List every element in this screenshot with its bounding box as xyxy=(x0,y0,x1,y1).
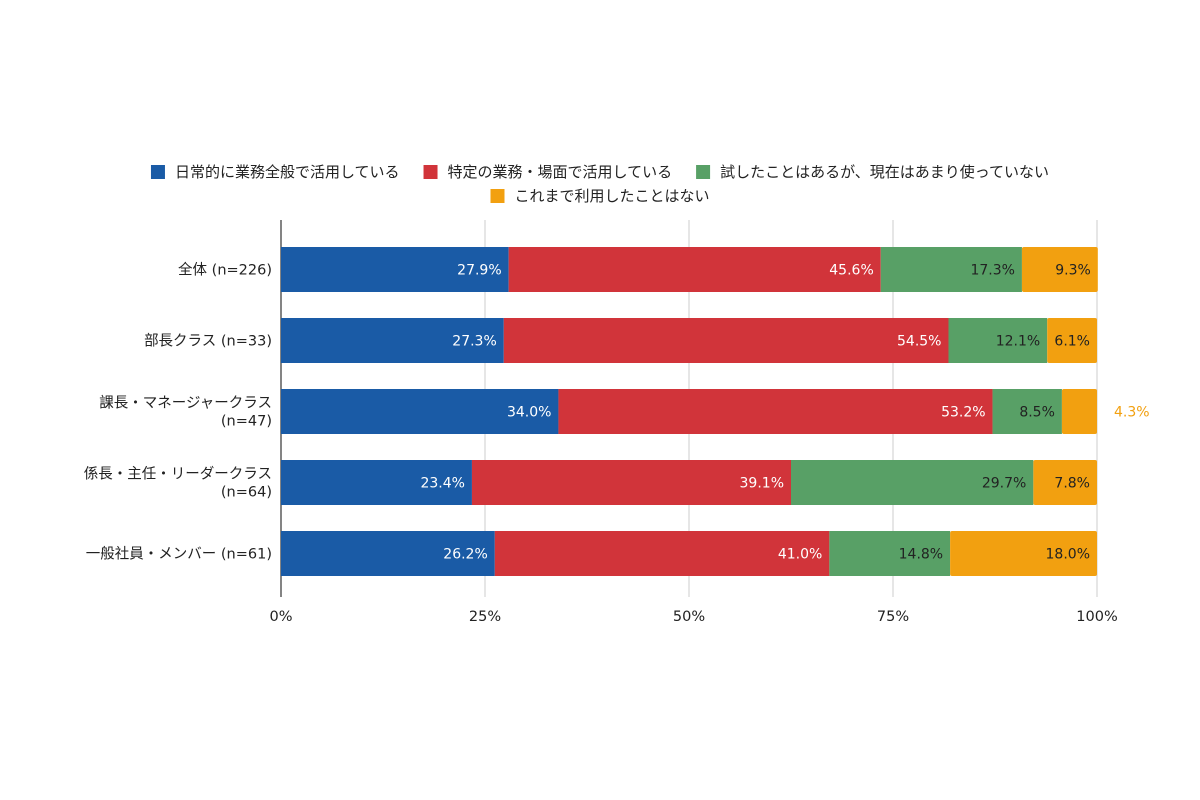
x-tick-label: 100% xyxy=(1076,609,1117,625)
bar-value-label: 23.4% xyxy=(420,476,464,492)
bar-value-label: 9.3% xyxy=(1055,263,1091,279)
bar-value-label: 12.1% xyxy=(996,334,1040,350)
category-label: 課長・マネージャークラス xyxy=(99,395,272,412)
bar-segment xyxy=(880,247,1022,292)
bar-value-label: 34.0% xyxy=(507,405,551,421)
x-tick-label: 75% xyxy=(877,609,909,625)
bar-segment xyxy=(948,318,1048,363)
bar-value-label: 7.8% xyxy=(1054,476,1090,492)
bar-value-label: 18.0% xyxy=(1046,547,1090,563)
legend-swatch xyxy=(150,165,165,179)
bar-segment xyxy=(281,460,472,505)
bar-segment xyxy=(503,318,949,363)
bars: 27.9% 45.6% 17.3% 9.3% 27.3% 54.5% 12.1% 6.1% 34… xyxy=(281,247,1150,576)
legend-swatch xyxy=(696,165,711,179)
bar-segment xyxy=(494,531,830,576)
legend: 日常的に業務全般で活用している 特定の業務・場面で活用している 試したことはあるが、… xyxy=(150,163,1049,205)
bar-value-label: 26.2% xyxy=(443,547,487,563)
bar-value-label: 53.2% xyxy=(941,405,985,421)
bar-segment xyxy=(471,460,791,505)
x-tick-label: 50% xyxy=(673,609,705,625)
bar-segment xyxy=(281,389,559,434)
bar-value-label: 8.5% xyxy=(1019,405,1055,421)
category-label: 全体 (n=226) xyxy=(178,261,272,279)
bar-segment xyxy=(1061,389,1097,434)
bar-segment xyxy=(1021,247,1098,292)
bar-segment xyxy=(558,389,993,434)
bar-segment xyxy=(1033,460,1097,505)
bar-value-label: 4.3% xyxy=(1114,405,1150,421)
category-label: 一般社員・メンバー (n=61) xyxy=(86,546,272,563)
legend-label: 特定の業務・場面で活用している xyxy=(448,163,673,181)
category-label: (n=47) xyxy=(221,414,272,430)
x-tick-label: 0% xyxy=(269,609,292,625)
bar-segment xyxy=(281,531,495,576)
x-tick-label: 25% xyxy=(469,609,501,625)
bar-segment xyxy=(829,531,951,576)
bar-value-label: 41.0% xyxy=(778,547,822,563)
bar-segment xyxy=(950,531,1097,576)
bar-segment xyxy=(992,389,1062,434)
bar-value-label: 27.3% xyxy=(452,334,496,350)
bar-segment xyxy=(791,460,1034,505)
category-label: 部長クラス (n=33) xyxy=(144,333,272,350)
bar-value-label: 39.1% xyxy=(740,476,784,492)
bar-value-label: 14.8% xyxy=(899,547,943,563)
legend-label: 日常的に業務全般で活用している xyxy=(175,163,400,181)
bar-value-label: 6.1% xyxy=(1054,334,1090,350)
bar-segment xyxy=(281,247,509,292)
category-label: (n=64) xyxy=(221,485,272,501)
legend-swatch xyxy=(423,165,438,179)
legend-swatch xyxy=(490,189,505,203)
category-labels: 全体 (n=226) 部長クラス (n=33) 課長・マネージャークラス (n=47)… xyxy=(84,261,272,563)
bar-segment xyxy=(1047,318,1097,363)
bar-value-label: 45.6% xyxy=(829,263,873,279)
x-axis-ticks: 0% 25% 50% 75% 100% xyxy=(269,609,1117,625)
bar-segment xyxy=(508,247,881,292)
bar-value-label: 27.9% xyxy=(457,263,501,279)
bar-value-label: 29.7% xyxy=(982,476,1026,492)
legend-label: 試したことはあるが、現在はあまり使っていない xyxy=(720,163,1049,181)
bar-segment xyxy=(281,318,504,363)
category-label: 係長・主任・リーダークラス xyxy=(84,466,272,483)
bar-value-label: 17.3% xyxy=(970,263,1014,279)
legend-label: これまで利用したことはない xyxy=(514,187,709,205)
bar-value-label: 54.5% xyxy=(897,334,941,350)
